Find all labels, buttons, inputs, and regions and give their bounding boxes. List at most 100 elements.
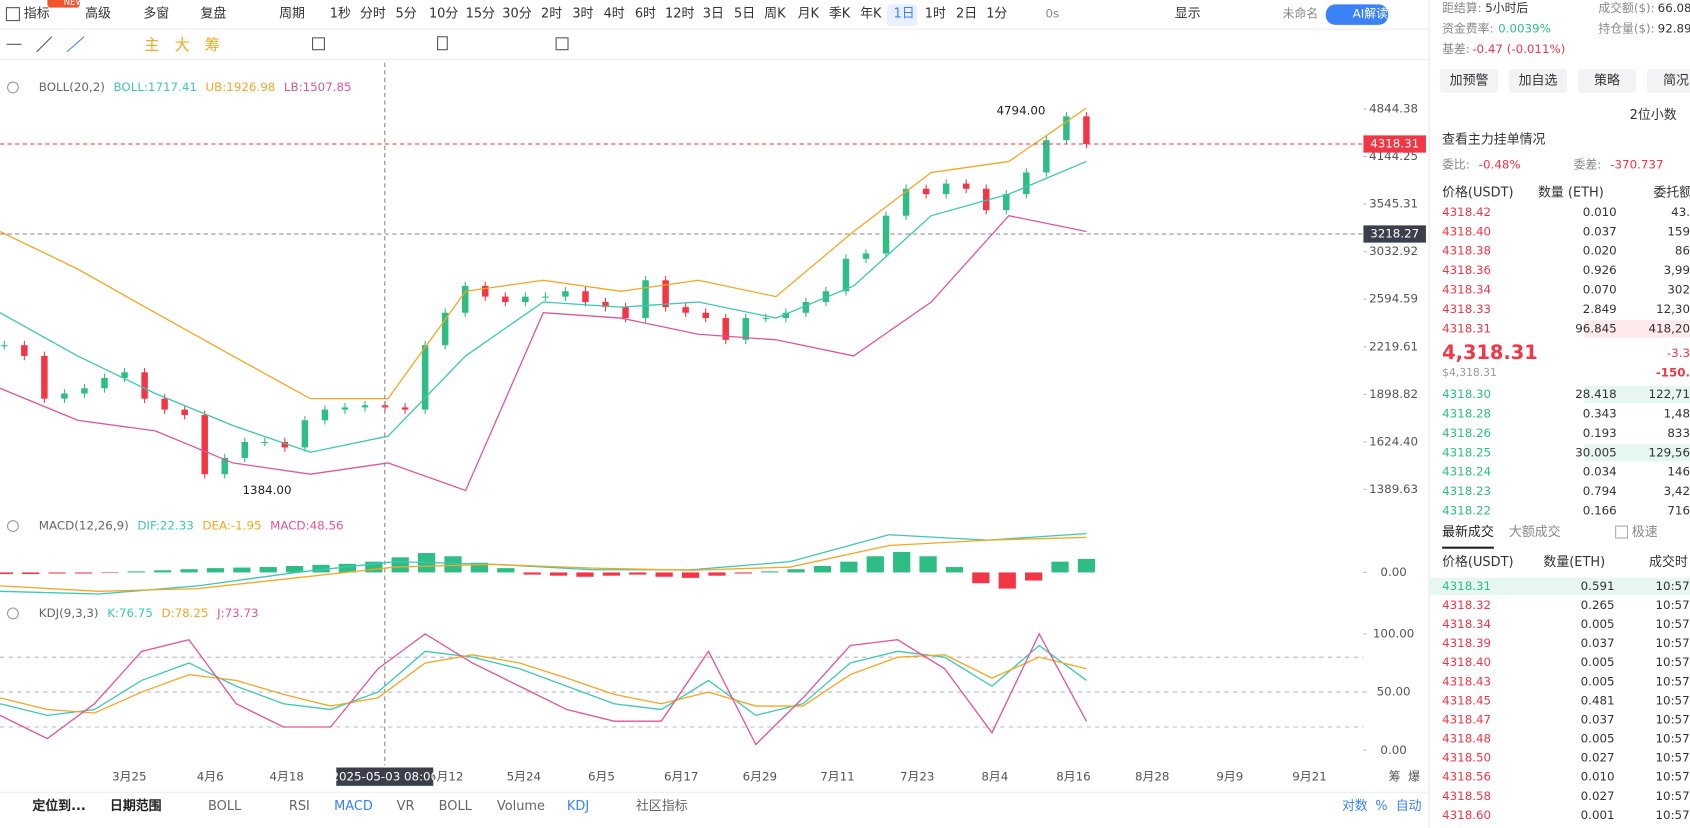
toolbar-item[interactable]: 5日 bbox=[734, 7, 755, 22]
bottom-item[interactable]: 对数 bbox=[1342, 799, 1368, 814]
axis-icon[interactable]: 筹 bbox=[1389, 770, 1401, 784]
toolbar-item[interactable]: 2日 bbox=[956, 7, 977, 22]
bottom-item[interactable]: MACD bbox=[334, 799, 373, 814]
tab[interactable]: 大额成交 bbox=[1509, 524, 1561, 540]
draw-tool[interactable]: 筹 bbox=[205, 36, 220, 54]
toolbar-item[interactable]: 周期 bbox=[279, 7, 305, 22]
amount: 122,71 bbox=[1649, 387, 1690, 401]
toolbar-item[interactable]: 6时 bbox=[635, 7, 656, 22]
button[interactable] bbox=[1646, 69, 1690, 93]
toolbar-item[interactable]: 月K bbox=[798, 7, 820, 22]
macd-bar bbox=[893, 551, 911, 573]
macd-bar bbox=[444, 556, 462, 573]
toolbar-item[interactable]: 年K bbox=[860, 7, 882, 22]
ai-badge bbox=[1325, 4, 1389, 25]
macd-bar bbox=[1051, 561, 1069, 573]
button[interactable] bbox=[1508, 69, 1568, 93]
tab[interactable]: 极速 bbox=[1632, 525, 1658, 540]
macd-bar bbox=[998, 572, 1016, 589]
x-tick-label: 7月23 bbox=[900, 770, 934, 784]
toolbar-item[interactable]: 指标 bbox=[24, 7, 50, 22]
bottom-item[interactable]: % bbox=[1375, 799, 1387, 814]
x-tick-label: 9月9 bbox=[1216, 770, 1243, 784]
button[interactable] bbox=[1577, 69, 1637, 93]
toolbar-item[interactable]: 30分 bbox=[502, 7, 531, 22]
macd-bar bbox=[655, 572, 673, 577]
toolbar-item[interactable]: 分时 bbox=[360, 7, 386, 22]
axis-icon[interactable]: 爆 bbox=[1408, 770, 1420, 784]
toolbar-item[interactable]: 4时 bbox=[604, 7, 625, 22]
side-panel: 距结算: 5小时后 成交额($): 66.08 资金费率: 0.0039% 持仓量($): 9… bbox=[1429, 1, 1690, 822]
amount: 86 bbox=[1675, 244, 1690, 258]
button-label[interactable]: 加自选 bbox=[1519, 73, 1558, 88]
candle bbox=[61, 393, 68, 399]
toolbar-item[interactable]: 1秒 bbox=[330, 7, 351, 22]
depth-link[interactable]: 查看主力挂单情况 bbox=[1442, 132, 1545, 148]
draw-tool[interactable]: 主 bbox=[144, 36, 159, 54]
bottom-item[interactable]: 日期范围 bbox=[110, 798, 162, 814]
button-label[interactable]: 加预警 bbox=[1450, 72, 1489, 88]
trade-time: 10:57 bbox=[1656, 712, 1690, 726]
precision-select[interactable]: 2位小数 bbox=[1630, 108, 1677, 123]
tab[interactable]: 最新成交 bbox=[1442, 524, 1494, 540]
toolbar-item[interactable]: 15分 bbox=[466, 7, 495, 22]
bottom-item[interactable]: VR bbox=[397, 799, 415, 814]
button[interactable] bbox=[1439, 69, 1499, 93]
toolbar-item[interactable]: 12时 bbox=[665, 7, 694, 22]
book-header: 数量 (ETH) bbox=[1538, 186, 1604, 201]
qty: 0.343 bbox=[1583, 407, 1617, 421]
candle bbox=[181, 409, 188, 416]
active-period-bg bbox=[887, 4, 918, 26]
toolbar-item[interactable]: 1分 bbox=[986, 7, 1007, 22]
toolbar-item[interactable]: 0s bbox=[1045, 7, 1059, 21]
candle bbox=[802, 301, 810, 313]
macd-bar bbox=[0, 572, 13, 575]
candle bbox=[902, 188, 910, 216]
trade-time: 10:57 bbox=[1656, 789, 1690, 803]
candle bbox=[662, 280, 669, 308]
candle bbox=[942, 183, 950, 195]
toolbar-item[interactable]: 季K bbox=[829, 7, 851, 22]
toolbar-item[interactable]: 显示 bbox=[1175, 7, 1201, 22]
boll-upper bbox=[0, 107, 1087, 400]
toolbar-item[interactable]: 5分 bbox=[396, 7, 417, 22]
y-tick-label: 1898.82 bbox=[1369, 387, 1418, 401]
toolbar-item[interactable]: 2时 bbox=[541, 7, 562, 22]
qty: 0.926 bbox=[1583, 263, 1617, 277]
kdj-k bbox=[0, 644, 1087, 717]
bottom-item[interactable]: KDJ bbox=[567, 799, 589, 814]
bottom-item[interactable]: Volume bbox=[497, 799, 545, 814]
bottom-item[interactable]: BOLL bbox=[439, 799, 473, 814]
toolbar-item[interactable]: 多窗 bbox=[143, 6, 169, 22]
toolbar-item[interactable]: 周K bbox=[764, 7, 786, 22]
toolbar-item[interactable]: 3日 bbox=[703, 7, 724, 22]
price: 4318.36 bbox=[1442, 263, 1491, 277]
button-label[interactable]: 策略 bbox=[1594, 72, 1620, 88]
toolbar-item[interactable]: 3时 bbox=[572, 7, 593, 22]
indicator-legend: K:76.75 bbox=[107, 606, 153, 620]
toolbar-item[interactable]: 1时 bbox=[925, 7, 946, 22]
bottom-item[interactable]: BOLL bbox=[208, 799, 242, 814]
y-tick-label: 100.00 bbox=[1373, 626, 1414, 640]
ratio: 委比: bbox=[1442, 158, 1470, 172]
indicator-legend: BOLL(20,2) bbox=[39, 80, 105, 94]
toolbar-item[interactable]: 未命名 bbox=[1283, 7, 1319, 21]
bottom-item[interactable]: RSI bbox=[289, 799, 310, 814]
toolbar-item[interactable]: 10分 bbox=[429, 7, 458, 22]
toolbar-item[interactable]: 高级 bbox=[85, 6, 111, 22]
toolbar-item[interactable]: AI解读 bbox=[1353, 7, 1388, 21]
trade-qty: 0.027 bbox=[1581, 789, 1615, 803]
button-label[interactable]: 简况 bbox=[1663, 72, 1689, 88]
draw-tool[interactable]: 大 bbox=[175, 36, 190, 54]
macd-bar bbox=[734, 572, 752, 574]
bottom-item[interactable]: 自动 bbox=[1396, 799, 1422, 814]
bottom-item[interactable]: 定位到... bbox=[32, 798, 86, 814]
bottom-item[interactable]: 社区指标 bbox=[636, 798, 688, 814]
mid-change: -150. bbox=[1656, 366, 1690, 380]
indicator-legend: J:73.73 bbox=[216, 606, 258, 620]
x-tick-label: 4月18 bbox=[269, 770, 303, 784]
toolbar-item[interactable]: 1日 bbox=[894, 7, 915, 22]
checkbox bbox=[1615, 525, 1629, 539]
toolbar-item[interactable]: 复盘 bbox=[200, 6, 226, 22]
